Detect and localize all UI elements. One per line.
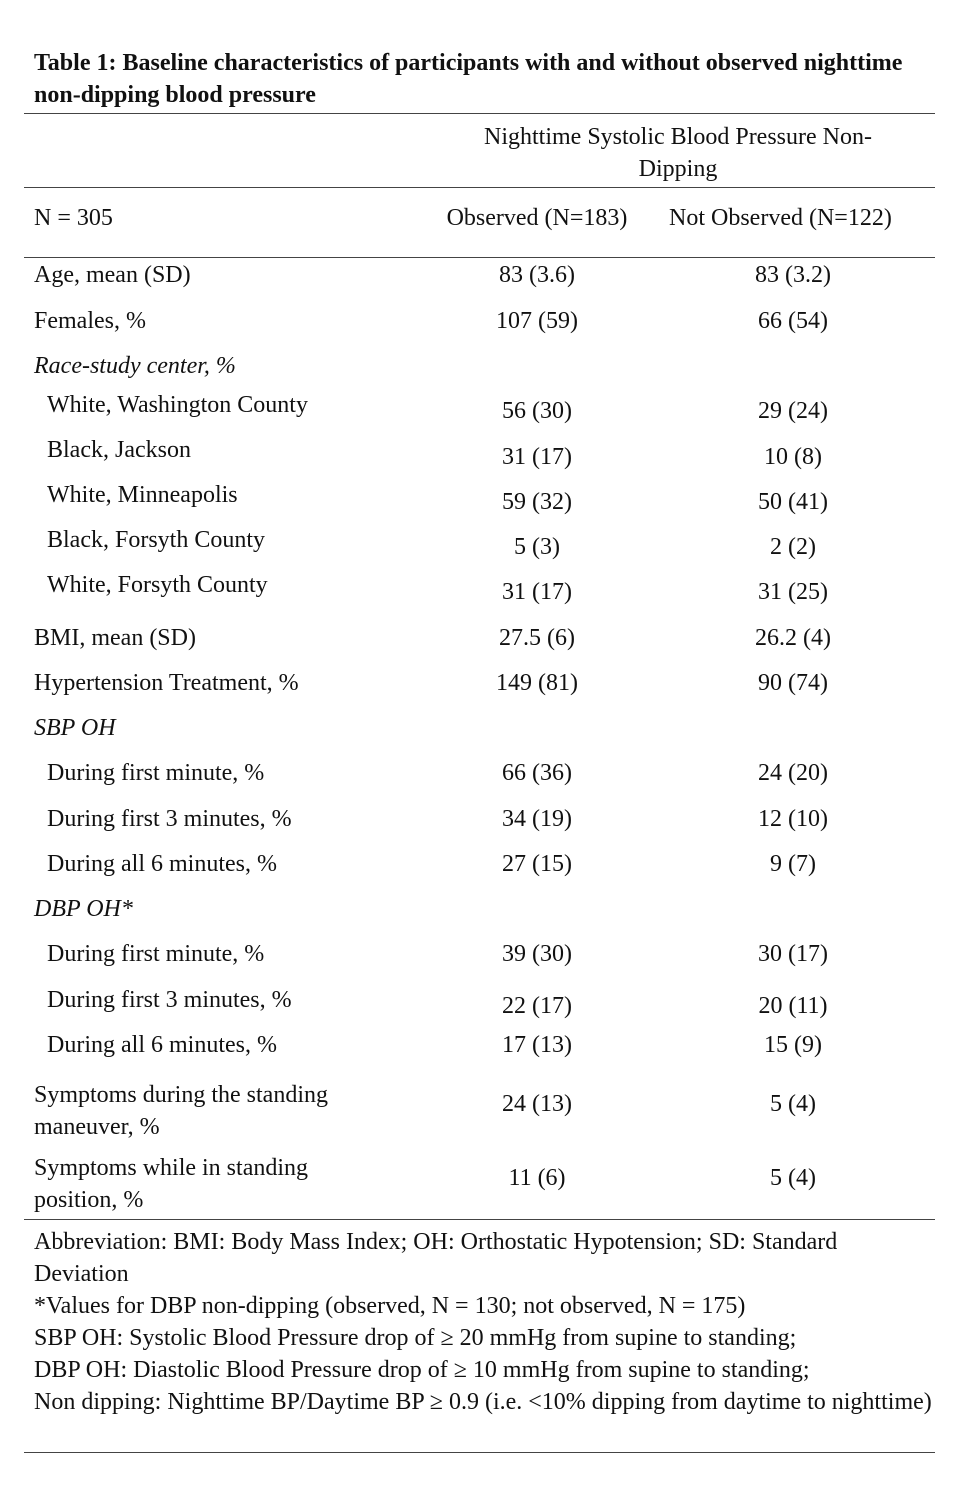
cell-observed: 31 (17) [502,444,572,470]
rule [24,113,935,114]
cell-observed: 107 (59) [496,308,578,334]
cell-not-observed: 29 (24) [758,398,828,424]
note: DBP OH: Diastolic Blood Pressure drop of… [34,1357,810,1383]
cell-observed: 22 (17) [502,993,572,1019]
cell-not-observed: 90 (74) [758,670,828,696]
cell-observed: 27 (15) [502,851,572,877]
rule [24,1452,935,1453]
cell-not-observed: 50 (41) [758,489,828,515]
cell-observed: 31 (17) [502,579,572,605]
table-title: Table 1: Baseline characteristics of par… [34,50,903,108]
cell-not-observed: 26.2 (4) [755,625,831,651]
note: SBP OH: Systolic Blood Pressure drop of … [34,1325,797,1351]
row-label: During first 3 minutes, % [47,806,292,832]
row-label: Hypertension Treatment, % [34,670,299,696]
row-label: White, Washington County [47,392,308,418]
cell-not-observed: 83 (3.2) [755,262,831,288]
cell-not-observed: 5 (4) [770,1165,816,1191]
row-label: Symptoms during the standing maneuver, % [34,1082,328,1140]
cell-observed: 56 (30) [502,398,572,424]
notes: Abbreviation: BMI: Body Mass Index; OH: … [34,1226,934,1418]
cell-not-observed: 2 (2) [770,534,816,560]
cell-not-observed: 66 (54) [758,308,828,334]
section-label: DBP OH* [34,896,133,922]
cell-not-observed: 5 (4) [770,1091,816,1117]
row-label: During all 6 minutes, % [47,851,277,877]
cell-observed: 66 (36) [502,760,572,786]
cell-not-observed: 31 (25) [758,579,828,605]
cell-not-observed: 15 (9) [764,1032,822,1058]
column-header: Not Observed (N=122) [669,205,892,231]
row-label: Black, Forsyth County [47,527,266,553]
rule [24,1219,935,1220]
cell-observed: 34 (19) [502,806,572,832]
cell-observed: 11 (6) [508,1165,566,1191]
row-label: White, Forsyth County [47,572,268,598]
cell-not-observed: 12 (10) [758,806,828,832]
cell-not-observed: 10 (8) [764,444,822,470]
cell-observed: 5 (3) [514,534,560,560]
cell-not-observed: 30 (17) [758,941,828,967]
cell-not-observed: 24 (20) [758,760,828,786]
note: Non dipping: Nighttime BP/Daytime BP ≥ 0… [34,1389,932,1415]
rule [24,187,935,188]
row-label: Symptoms while in standing position, % [34,1155,309,1213]
row-label: Females, % [34,308,146,334]
row-label: White, Minneapolis [47,482,238,508]
row-label: Black, Jackson [47,437,191,463]
column-header: Observed (N=183) [446,205,628,231]
rule [24,257,935,258]
cell-observed: 24 (13) [502,1091,572,1117]
row-label: Age, mean (SD) [34,262,191,288]
cell-observed: 149 (81) [496,670,578,696]
cell-observed: 17 (13) [502,1032,572,1058]
column-header: N = 305 [34,205,113,231]
column-group-header: Nighttime Systolic Blood Pressure Non-Di… [484,124,872,182]
cell-observed: 59 (32) [502,489,572,515]
cell-observed: 27.5 (6) [499,625,575,651]
cell-observed: 39 (30) [502,941,572,967]
cell-not-observed: 20 (11) [758,993,828,1019]
section-label: SBP OH [34,715,116,741]
row-label: BMI, mean (SD) [34,625,196,651]
section-label: Race-study center, % [34,353,236,379]
cell-observed: 83 (3.6) [499,262,575,288]
row-label: During first minute, % [47,760,265,786]
cell-not-observed: 9 (7) [770,851,816,877]
note: Abbreviation: BMI: Body Mass Index; OH: … [34,1229,838,1287]
row-label: During all 6 minutes, % [47,1032,277,1058]
row-label: During first minute, % [47,941,265,967]
row-label: During first 3 minutes, % [47,987,292,1013]
note: *Values for DBP non-dipping (observed, N… [34,1293,746,1319]
